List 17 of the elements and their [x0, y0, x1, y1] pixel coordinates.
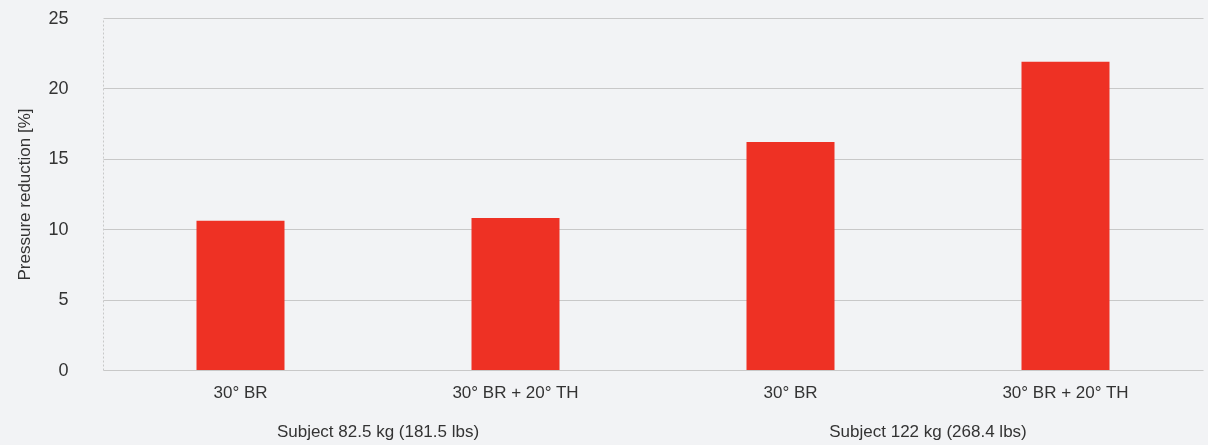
x-tick-label: 30° BR	[213, 382, 268, 402]
x-tick-label: 30° BR + 20° TH	[452, 382, 579, 402]
y-tick-label: 15	[48, 148, 69, 169]
text: Subject 82.5 kg (181.5 lbs)	[276, 422, 480, 441]
x-tick-label: 30° BR	[763, 382, 818, 402]
y-tick-label: 10	[48, 218, 69, 239]
y-tick-label: 25	[48, 7, 69, 28]
y-tick-label: 5	[58, 289, 69, 310]
y-tick-label: 0	[58, 359, 69, 380]
bar	[196, 220, 285, 370]
x-tick-label: 30° BR + 20° TH	[1002, 382, 1129, 402]
text: Subject 122 kg (268.4 lbs)	[829, 422, 1027, 441]
y-tick-label: 20	[48, 77, 69, 98]
bar	[471, 217, 560, 370]
y-axis-title: Pressure reduction [%]	[15, 108, 35, 281]
bar	[1021, 61, 1110, 370]
bar	[746, 141, 835, 370]
